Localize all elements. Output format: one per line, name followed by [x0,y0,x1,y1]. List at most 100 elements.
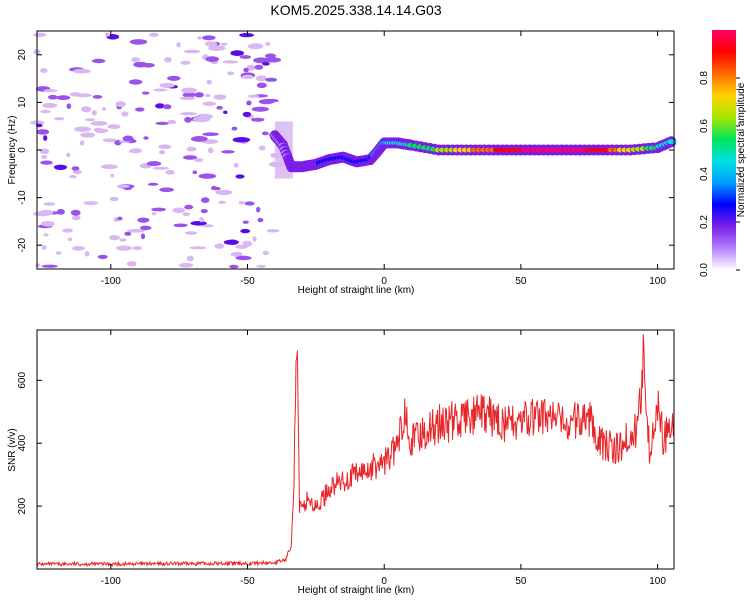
spectrogram-noise-blob [121,111,129,117]
spectrogram-noise-blob [81,106,92,113]
spectrogram-noise-blob [178,263,194,268]
spectrogram-noise-blob [41,221,55,227]
spectrogram-noise-blob [105,32,111,37]
spectrogram-noise-blob [218,200,226,204]
spectrogram-noise-blob [194,92,204,98]
spectrogram-noise-blob [38,209,54,216]
spectrogram-noise-blob [255,75,267,82]
spectrogram-noise-blob [91,58,106,64]
spectrogram-noise-blob [254,64,264,70]
spectrogram-noise-blob [54,117,65,121]
spectrogram-noise-blob [109,196,119,202]
colorbar-gradient [712,30,736,270]
spectrogram-noise-blob [110,173,115,178]
spectrogram-noise-blob [92,95,103,99]
x-tick-label: 50 [515,576,527,587]
spectrogram-noise-blob [180,112,198,116]
spectrogram-noise-blob [35,263,41,268]
spectrogram-noise-blob [229,264,239,269]
spectrogram-noise-blob [243,67,249,73]
spectrogram-noise-blob [238,200,245,205]
spectrogram-noise-blob [100,164,118,169]
spectrogram-noise-blob [72,246,85,251]
spectrogram-noise-blob [227,71,235,76]
spectrogram-noise-blob [184,231,198,235]
spectrogram-noise-blob [149,32,159,37]
spectrogram-noise-blob [167,119,177,125]
spectrogram-noise-blob [153,88,168,92]
x-tick-label: 100 [649,576,666,587]
spectrogram-noise-blob [242,111,252,117]
spectrogram-noise-blob [47,94,58,100]
snr-y-label: SNR (v/v) [7,428,18,471]
spectrogram-noise-blob [247,94,260,98]
spectrogram-noise-blob [67,237,73,242]
spectrogram-noise-blob [122,135,134,142]
spectrogram-noise-blob [126,261,137,267]
spectrogram-noise-blob [159,150,166,155]
spectrogram-noise-blob [167,75,181,81]
spectrogram-noise-blob [192,116,210,123]
spectrogram-noise-blob [200,224,214,228]
spectrogram-noise-blob [206,79,212,85]
spectrogram-noise-blob [115,101,126,108]
spectrogram-noise-blob [109,235,121,241]
x-tick-label: -100 [101,276,121,287]
spectrogram-noise-blob [124,231,132,236]
spectrogram-noise-blob [127,229,145,233]
spectrogram-noise-blob [181,87,197,94]
spectrogram-noise-blob [235,174,245,179]
spectrogram-noise-blob [42,245,47,250]
spectrogram-noise-blob [36,129,50,135]
spectrogram-noise-blob [43,89,58,93]
spectrogram-noise-blob [91,110,97,116]
spectrogram-noise-blob [172,207,186,214]
spectrogram-noise-blob [204,41,217,47]
spectrogram-noise-blob [233,162,239,168]
spectrogram-noise-blob [158,144,172,149]
spectrogram-noise-blob [119,238,127,242]
spectrogram-noise-blob [72,68,91,74]
spectrogram-noise-blob [184,204,194,210]
y-tick-label: 20 [17,49,28,61]
spectrogram-noise-blob [72,169,82,175]
colorbar-tick-label: 0.4 [699,167,710,181]
spectrogram-noise-blob [129,39,148,45]
spectrogram-noise-blob [262,250,269,255]
snr-x-ticks: -100 -50 0 50 100 [101,330,666,587]
spectrogram-noise-blob [190,136,208,142]
spectrogram-noise-blob [256,82,267,89]
spectrogram-noise-blob [213,94,227,100]
spectrogram-noise-blob [216,105,223,110]
spectrogram-noise-blob [84,250,90,257]
spectrogram-noise-blob [252,236,257,242]
spectrogram-noise-blob [198,173,217,179]
spectrogram-noise-blob [102,138,117,143]
spectrogram-noise-blob [232,137,251,143]
spectrogram-noise-blob [164,57,172,63]
spectrogram-noise-blob [40,109,51,114]
spectrogram-noise-blob [43,233,49,237]
snr-panel: -100 -50 0 50 100 200 400 600 Height of straig… [7,329,675,596]
spectrogram-noise-blob [62,228,73,233]
x-tick-label: 100 [649,276,666,287]
spectrogram-noise-blob [69,175,77,179]
spectrogram-noise-blob [151,207,167,212]
spectrogram-noise-blob [215,189,233,196]
spectrogram-noise-blob [265,42,271,46]
spectrogram-noise-blob [135,107,145,112]
spectrogram-noise-blob [202,132,219,136]
spectrogram-noise-blob [266,229,280,233]
spectrogram-noise-blob [163,104,172,110]
spectrogram-noise-blob [141,91,150,95]
y-tick-label: 600 [17,372,28,389]
spectrogram-noise-blob [239,33,255,38]
spectrogram-noise-blob [263,57,282,63]
spectrogram-noise-blob [140,233,146,240]
spectrogram-noise-blob [221,150,235,154]
spectrogram-noise-blob [202,101,216,107]
spectrogram-noise-blob [182,91,195,98]
spectrogram-noise-blob [230,251,243,257]
spectrogram-noise-blob [71,166,80,171]
